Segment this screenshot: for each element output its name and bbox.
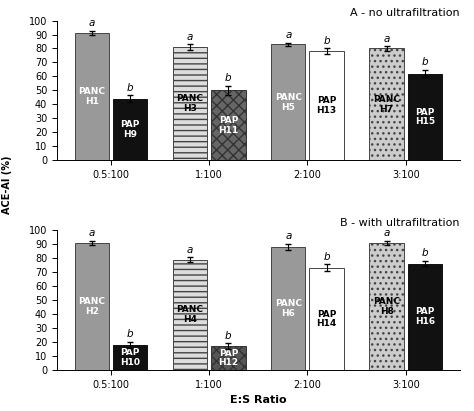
Text: PAP
H9: PAP H9 <box>120 120 140 139</box>
X-axis label: E:S Ratio: E:S Ratio <box>230 395 287 405</box>
Text: a: a <box>187 32 193 42</box>
Bar <box>211 346 246 370</box>
Text: PANC
H8: PANC H8 <box>373 297 400 316</box>
Text: PANC
H7: PANC H7 <box>373 95 400 114</box>
Text: a: a <box>285 30 292 40</box>
Text: b: b <box>323 36 330 46</box>
Text: PAP
H13: PAP H13 <box>317 97 337 115</box>
Text: a: a <box>285 231 292 241</box>
Bar <box>408 74 442 160</box>
Text: PANC
H1: PANC H1 <box>78 88 105 106</box>
Bar <box>271 247 306 370</box>
Bar <box>211 90 246 160</box>
Text: PAP
H11: PAP H11 <box>219 116 238 135</box>
Bar <box>113 99 147 160</box>
Bar <box>271 44 306 160</box>
Bar <box>74 33 109 160</box>
Bar <box>408 264 442 370</box>
Bar <box>310 51 344 160</box>
Text: A - no ultrafiltration: A - no ultrafiltration <box>350 8 460 18</box>
Text: a: a <box>89 18 95 28</box>
Text: B - with ultrafiltration: B - with ultrafiltration <box>340 218 460 228</box>
Bar <box>369 48 404 160</box>
Text: b: b <box>127 83 133 92</box>
Text: b: b <box>225 74 232 83</box>
Text: PANC
H4: PANC H4 <box>176 305 203 324</box>
Text: PANC
H3: PANC H3 <box>176 95 203 113</box>
Bar <box>369 243 404 370</box>
Bar <box>173 259 207 370</box>
Text: b: b <box>225 330 232 341</box>
Text: a: a <box>89 228 95 238</box>
Bar <box>74 243 109 370</box>
Text: b: b <box>421 248 428 258</box>
Text: PANC
H2: PANC H2 <box>78 297 105 316</box>
Text: a: a <box>383 228 390 238</box>
Text: PANC
H5: PANC H5 <box>275 93 302 112</box>
Text: ACE-AI (%): ACE-AI (%) <box>2 156 12 214</box>
Text: PANC
H6: PANC H6 <box>275 299 302 318</box>
Text: PAP
H15: PAP H15 <box>415 108 435 126</box>
Text: PAP
H14: PAP H14 <box>317 309 337 328</box>
Text: PAP
H12: PAP H12 <box>219 349 238 367</box>
Bar <box>113 345 147 370</box>
Text: PAP
H10: PAP H10 <box>120 348 140 367</box>
Text: b: b <box>323 252 330 262</box>
Bar <box>173 47 207 160</box>
Text: PAP
H16: PAP H16 <box>415 307 435 326</box>
Text: a: a <box>187 245 193 255</box>
Text: a: a <box>383 34 390 44</box>
Bar <box>310 268 344 370</box>
Text: b: b <box>127 329 133 339</box>
Text: b: b <box>421 58 428 67</box>
